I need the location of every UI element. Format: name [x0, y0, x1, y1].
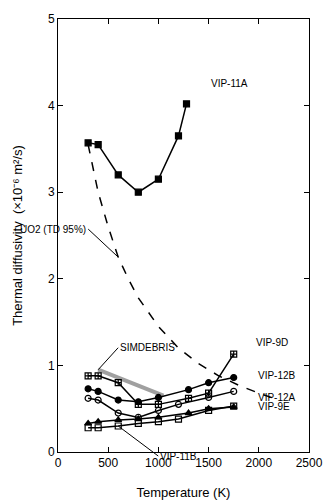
- svg-text:VIP-9E: VIP-9E: [258, 401, 290, 412]
- svg-text:VIP-11A: VIP-11A: [211, 78, 248, 89]
- svg-text:2: 2: [48, 272, 55, 286]
- svg-text:Thermal diffusivity (×10⁻⁶ m²: Thermal diffusivity (×10⁻⁶ m²/s): [10, 145, 25, 326]
- svg-text:UO2 (TD 95%): UO2 (TD 95%): [20, 224, 86, 235]
- svg-text:1: 1: [48, 359, 55, 373]
- svg-text:VIP-9D: VIP-9D: [256, 337, 288, 348]
- svg-text:SIMDEBRIS: SIMDEBRIS: [120, 342, 175, 353]
- svg-text:500: 500: [98, 456, 118, 470]
- svg-text:1000: 1000: [145, 456, 172, 470]
- svg-text:VIP-11B: VIP-11B: [160, 451, 197, 462]
- svg-text:2500: 2500: [296, 456, 323, 470]
- svg-text:4: 4: [48, 99, 55, 113]
- svg-text:Temperature (K): Temperature (K): [137, 485, 231, 500]
- svg-text:VIP-12B: VIP-12B: [258, 370, 296, 381]
- svg-text:VIP-12A: VIP-12A: [258, 392, 296, 403]
- svg-text:3: 3: [48, 185, 55, 199]
- svg-text:5: 5: [48, 12, 55, 26]
- svg-text:0: 0: [55, 456, 62, 470]
- svg-text:2000: 2000: [245, 456, 272, 470]
- svg-text:1500: 1500: [195, 456, 222, 470]
- svg-text:0: 0: [48, 445, 55, 459]
